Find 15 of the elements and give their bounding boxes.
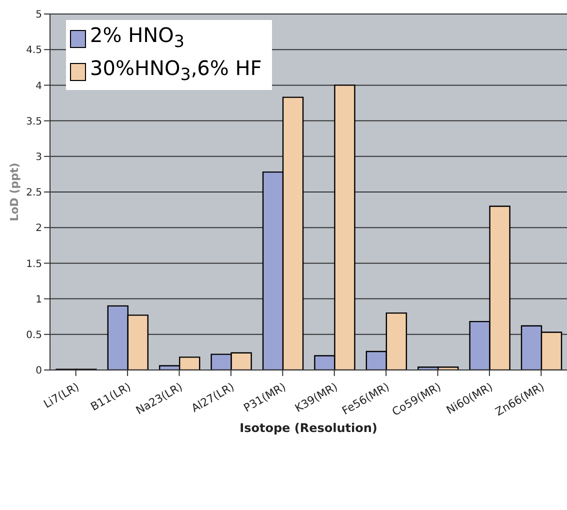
- y-tick-label: 2.5: [26, 188, 42, 199]
- y-tick-label: 0: [36, 366, 42, 377]
- y-tick-label: 3.5: [26, 116, 42, 128]
- y-tick-label: 3: [36, 152, 42, 163]
- x-axis-title: Isotope (Resolution): [240, 421, 378, 435]
- legend-label: 30%HNO$_{3}$,6% HF: [90, 55, 262, 86]
- y-tick-label: 1.5: [26, 258, 42, 270]
- y-tick-label: 1: [36, 294, 42, 306]
- legend-label: 2% HNO$_{3}$: [90, 22, 184, 53]
- y-axis-title: LoD (ppt): [8, 162, 21, 222]
- y-tick-label: 4: [36, 80, 42, 92]
- y-tick-label: 0.5: [26, 330, 42, 341]
- y-tick-label: 2: [36, 223, 42, 234]
- y-tick-label: 4.5: [26, 45, 42, 56]
- y-tick-label: 5: [36, 10, 42, 21]
